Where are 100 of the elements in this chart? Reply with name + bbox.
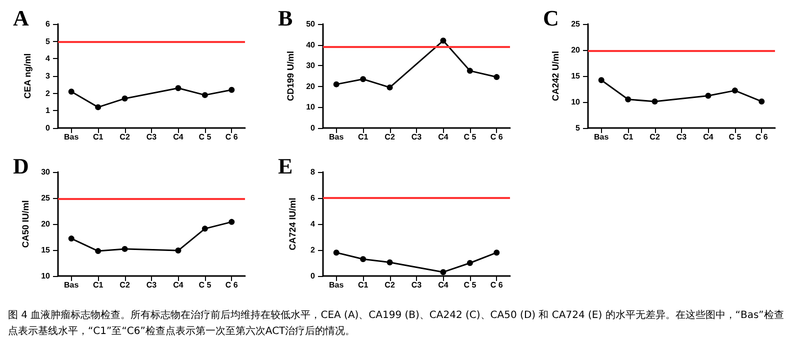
y-tick-label: 0 — [310, 272, 316, 280]
x-tick-label: C 5 — [198, 280, 212, 290]
y-axis-title: CA724 IU/ml — [288, 198, 298, 250]
point — [202, 226, 208, 232]
x-tick-label: C1 — [92, 280, 104, 290]
x-tick-label: C1 — [92, 132, 104, 142]
y-tick-label: 2 — [310, 246, 316, 254]
x-tick-label: C 6 — [490, 280, 504, 290]
point — [494, 250, 500, 256]
y-tick-label: 5 — [46, 36, 51, 46]
x-tick-label: C 6 — [755, 132, 768, 142]
x-tick-label: C2 — [120, 280, 130, 290]
y-tick-label: 10 — [41, 272, 51, 280]
point — [386, 84, 393, 90]
point — [333, 81, 340, 88]
point — [705, 92, 712, 99]
point — [228, 86, 235, 93]
x-tick-label: Bas — [329, 132, 344, 142]
y-tick-label: 3 — [46, 72, 51, 80]
y-tick-label: 10 — [306, 102, 316, 112]
x-tick-label: C1 — [358, 132, 369, 142]
x-tick-label: C 5 — [464, 132, 477, 142]
y-tick-label: 20 — [41, 220, 51, 228]
x-tick-label: C 5 — [728, 132, 742, 142]
point — [732, 88, 738, 94]
y-axis-title: CA242 U/ml — [550, 50, 561, 102]
y-tick-label: 30 — [41, 168, 51, 176]
point — [625, 96, 632, 102]
point — [758, 98, 765, 104]
x-tick-label: C2 — [384, 280, 396, 290]
y-tick-label: 10 — [571, 98, 581, 106]
y-tick-label: 8 — [310, 168, 316, 176]
y-tick-label: 2 — [46, 88, 51, 98]
point — [466, 260, 473, 266]
x-tick-label: C4 — [173, 280, 184, 290]
chart-title: C — [543, 6, 559, 30]
x-tick-label: C 6 — [225, 132, 238, 142]
point — [652, 98, 658, 104]
x-tick-label: C3 — [411, 132, 422, 142]
point — [333, 250, 340, 256]
x-tick-label: C 5 — [464, 280, 477, 290]
y-tick-label: 15 — [571, 72, 581, 80]
y-axis-title: CEA ng/ml — [22, 53, 32, 99]
y-tick-label: 6 — [310, 194, 316, 202]
x-tick-label: C2 — [650, 132, 660, 142]
x-tick-label: C4 — [438, 280, 449, 290]
y-axis-title: CD199 U/ml — [286, 50, 296, 102]
y-tick-label: 15 — [41, 246, 51, 254]
point — [386, 259, 393, 266]
y-tick-label: 50 — [306, 20, 316, 28]
x-tick-label: Bas — [64, 280, 80, 290]
point — [175, 85, 182, 92]
x-tick-label: C3 — [146, 132, 158, 142]
x-tick-label: C3 — [146, 280, 158, 290]
x-tick-label: C2 — [384, 132, 396, 142]
x-tick-label: C2 — [120, 132, 130, 142]
y-tick-label: 5 — [576, 124, 581, 132]
point — [360, 256, 366, 262]
caption: 图 4 血液肿瘤标志物检查。所有标志物在治疗前后均维持在较低水平，CEA (A)、CA199 (B)、CA242 (C)、CA50 (D) 和 CA724 (E) 的水平无差异。在这些图中，“Bas”检查点表示基线水平，“C1”至“C6”检查点表示第一次至第六次ACT治疗后的情况。 — [8, 308, 785, 339]
y-tick-label: 20 — [571, 46, 581, 54]
chart-title: D — [13, 154, 29, 178]
x-tick-label: C4 — [438, 132, 449, 142]
y-tick-label: 4 — [310, 220, 316, 228]
point — [95, 104, 102, 110]
x-tick-label: Bas — [329, 280, 344, 290]
point — [202, 92, 208, 98]
x-tick-label: C1 — [358, 280, 369, 290]
y-tick-label: 25 — [41, 194, 51, 202]
chart-title: E — [278, 154, 293, 178]
y-tick-label: 4 — [46, 54, 51, 64]
x-tick-label: C 6 — [225, 280, 238, 290]
x-tick-label: C4 — [703, 132, 714, 142]
x-tick-label: Bas — [64, 132, 80, 142]
x-tick-label: C 6 — [490, 132, 504, 142]
x-tick-label: C3 — [411, 280, 422, 290]
y-tick-label: 0 — [46, 124, 51, 132]
y-tick-label: 0 — [310, 124, 316, 132]
point — [228, 218, 235, 225]
point — [122, 96, 128, 102]
x-tick-label: C4 — [173, 132, 184, 142]
point — [95, 248, 102, 254]
x-tick-label: C1 — [622, 132, 634, 142]
x-tick-label: C 5 — [198, 132, 212, 142]
point — [360, 76, 366, 82]
y-tick-label: 1 — [46, 106, 51, 116]
x-tick-label: C3 — [676, 132, 688, 142]
point — [494, 74, 500, 80]
point — [68, 88, 74, 95]
point — [122, 246, 128, 252]
chart-title: B — [278, 6, 293, 30]
y-axis-title: CA50 IU/ml — [20, 200, 31, 248]
y-tick-label: 25 — [571, 20, 581, 28]
x-tick-label: Bas — [594, 132, 610, 142]
y-tick-label: 6 — [46, 20, 51, 28]
y-tick-label: 40 — [306, 40, 316, 50]
point — [175, 248, 182, 254]
y-tick-label: 20 — [306, 82, 316, 91]
point — [466, 68, 473, 74]
point — [68, 236, 74, 242]
point — [440, 38, 446, 44]
